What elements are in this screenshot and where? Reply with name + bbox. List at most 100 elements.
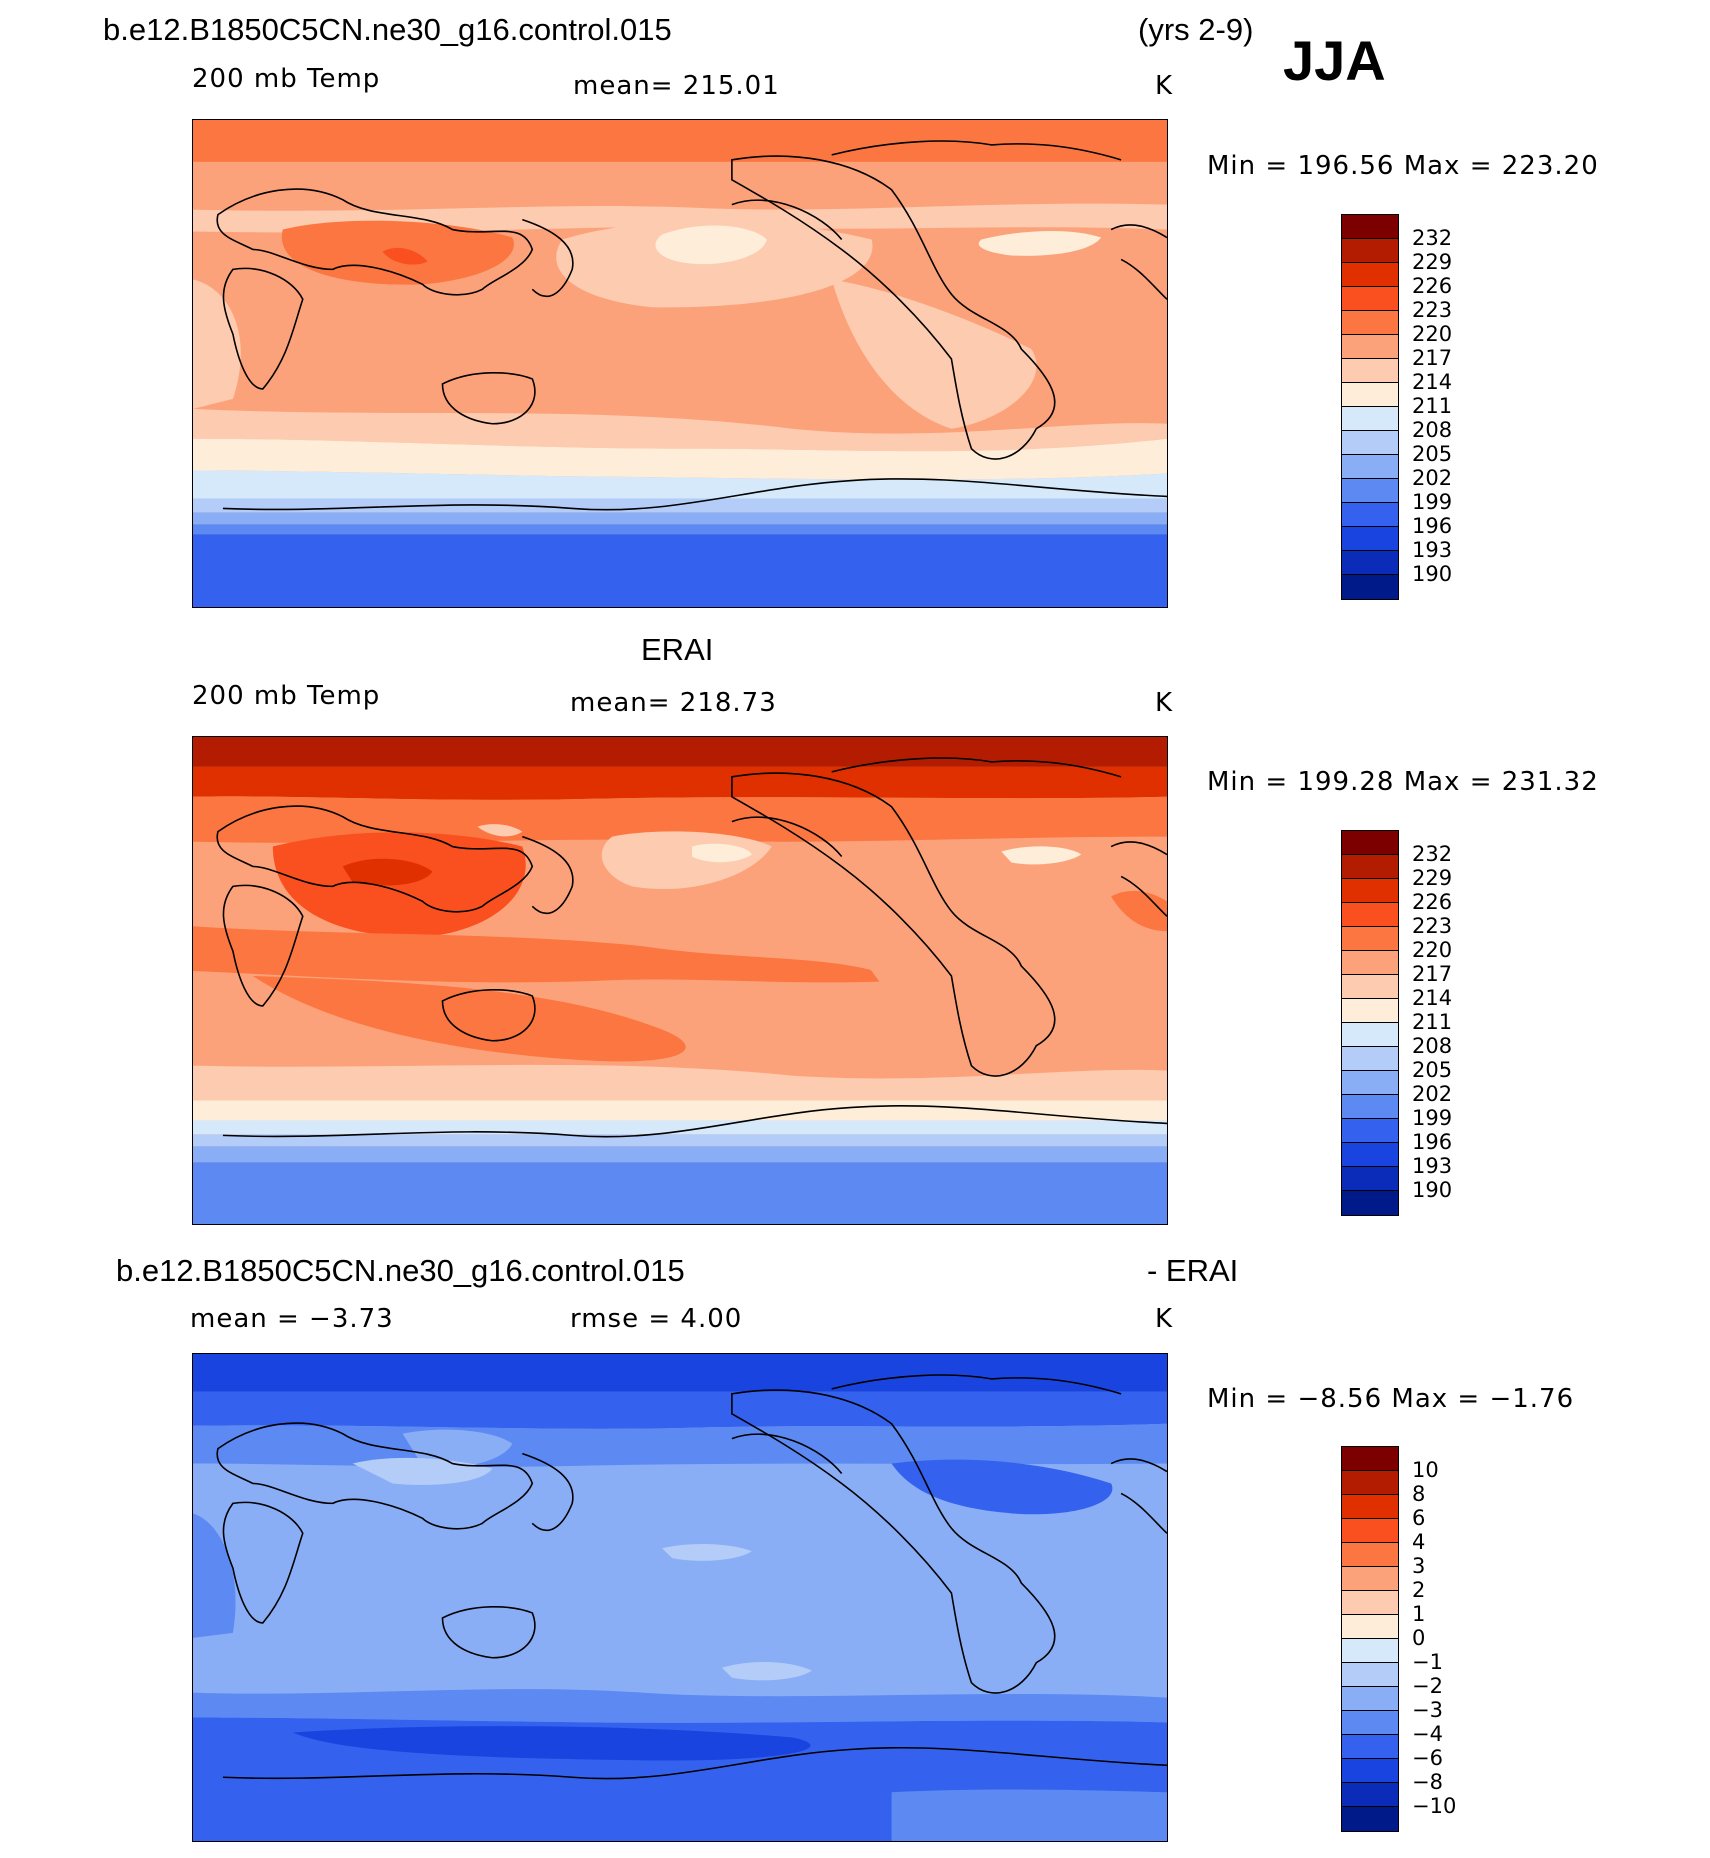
case-title: b.e12.B1850C5CN.ne30_g16.control.015: [103, 12, 672, 47]
colorbar-tick: 8: [1412, 1482, 1426, 1506]
panel2-colorbar-swatch: [1342, 1167, 1398, 1191]
panel3-colorbar-swatch: [1342, 1807, 1398, 1831]
panel1-units-label: K: [1155, 71, 1174, 101]
panel2-title: ERAI: [641, 632, 714, 667]
panel3-colorbar-swatch: [1342, 1759, 1398, 1783]
colorbar-tick: 199: [1412, 490, 1453, 514]
panel2-colorbar-swatch: [1342, 951, 1398, 975]
panel1-colorbar: [1341, 214, 1399, 600]
panel1-map: [192, 119, 1168, 608]
colorbar-tick: −1: [1412, 1650, 1443, 1674]
colorbar-tick: 208: [1412, 418, 1453, 442]
colorbar-tick: 226: [1412, 890, 1453, 914]
colorbar-tick: 214: [1412, 370, 1453, 394]
panel2-colorbar-swatch: [1342, 831, 1398, 855]
panel3-colorbar-swatch: [1342, 1783, 1398, 1807]
panel2-colorbar-swatch: [1342, 879, 1398, 903]
colorbar-tick: 217: [1412, 962, 1453, 986]
panel2-colorbar: [1341, 830, 1399, 1216]
panel3-colorbar-swatch: [1342, 1711, 1398, 1735]
panel3-colorbar-swatch: [1342, 1687, 1398, 1711]
panel2-minmax-label: Min = 199.28 Max = 231.32: [1207, 767, 1599, 797]
panel1-minmax-label: Min = 196.56 Max = 223.20: [1207, 151, 1599, 181]
colorbar-tick: 205: [1412, 1058, 1453, 1082]
colorbar-tick: 232: [1412, 226, 1453, 250]
colorbar-tick: 3: [1412, 1554, 1426, 1578]
panel1-colorbar-swatch: [1342, 551, 1398, 575]
colorbar-tick: −10: [1412, 1794, 1457, 1818]
panel3-colorbar: [1341, 1446, 1399, 1832]
colorbar-tick: 232: [1412, 842, 1453, 866]
panel2-variable-label: 200 mb Temp: [192, 681, 381, 711]
panel2-map: [192, 736, 1168, 1225]
panel2-colorbar-swatch: [1342, 975, 1398, 999]
colorbar-tick: 193: [1412, 1154, 1453, 1178]
panel3-colorbar-swatch: [1342, 1543, 1398, 1567]
colorbar-tick: 2: [1412, 1578, 1426, 1602]
panel3-colorbar-swatch: [1342, 1615, 1398, 1639]
panel2-colorbar-swatch: [1342, 1023, 1398, 1047]
colorbar-tick: 211: [1412, 1010, 1453, 1034]
panel1-mean-label: mean= 215.01: [573, 71, 780, 101]
colorbar-tick: −4: [1412, 1722, 1443, 1746]
season-label: JJA: [1283, 29, 1386, 92]
colorbar-tick: 0: [1412, 1626, 1426, 1650]
colorbar-tick: 229: [1412, 866, 1453, 890]
panel3-colorbar-ticks: 10 8 6 4 3 2 1 0 −1 −2 −3 −4 −6 −8 −10: [1412, 1458, 1456, 1818]
colorbar-tick: 196: [1412, 514, 1453, 538]
colorbar-tick: 193: [1412, 538, 1453, 562]
panel1-variable-label: 200 mb Temp: [192, 64, 381, 94]
colorbar-tick: 205: [1412, 442, 1453, 466]
colorbar-tick: 190: [1412, 1178, 1453, 1202]
years-label: (yrs 2-9): [1138, 12, 1254, 47]
panel2-colorbar-swatch: [1342, 1071, 1398, 1095]
panel3-rmse-label: rmse = 4.00: [570, 1304, 743, 1334]
panel2-colorbar-swatch: [1342, 855, 1398, 879]
panel1-colorbar-swatch: [1342, 527, 1398, 551]
panel1-colorbar-swatch: [1342, 455, 1398, 479]
panel2-colorbar-swatch: [1342, 1191, 1398, 1215]
panel2-units-label: K: [1155, 688, 1174, 718]
panel1-colorbar-swatch: [1342, 263, 1398, 287]
panel3-map: [192, 1353, 1168, 1842]
panel1-colorbar-swatch: [1342, 239, 1398, 263]
panel2-colorbar-swatch: [1342, 903, 1398, 927]
panel1-colorbar-ticks: 232 229 226 223 220 217 214 211 208 205 …: [1412, 226, 1452, 586]
panel2-colorbar-swatch: [1342, 999, 1398, 1023]
panel2-colorbar-ticks: 232 229 226 223 220 217 214 211 208 205 …: [1412, 842, 1452, 1202]
colorbar-tick: 223: [1412, 298, 1453, 322]
colorbar-tick: −2: [1412, 1674, 1443, 1698]
colorbar-tick: 226: [1412, 274, 1453, 298]
colorbar-tick: 208: [1412, 1034, 1453, 1058]
colorbar-tick: 202: [1412, 1082, 1453, 1106]
colorbar-tick: 196: [1412, 1130, 1453, 1154]
panel3-colorbar-swatch: [1342, 1495, 1398, 1519]
colorbar-tick: 223: [1412, 914, 1453, 938]
panel1-colorbar-swatch: [1342, 335, 1398, 359]
panel3-colorbar-swatch: [1342, 1663, 1398, 1687]
panel2-mean-label: mean= 218.73: [570, 688, 777, 718]
panel3-colorbar-swatch: [1342, 1735, 1398, 1759]
colorbar-tick: −3: [1412, 1698, 1443, 1722]
panel1-colorbar-swatch: [1342, 431, 1398, 455]
panel3-mean-label: mean = −3.73: [190, 1304, 394, 1334]
colorbar-tick: 220: [1412, 938, 1453, 962]
panel1-colorbar-swatch: [1342, 407, 1398, 431]
panel3-minmax-label: Min = −8.56 Max = −1.76: [1207, 1384, 1575, 1414]
panel1-colorbar-swatch: [1342, 287, 1398, 311]
colorbar-tick: 229: [1412, 250, 1453, 274]
panel1-colorbar-swatch: [1342, 311, 1398, 335]
panel3-colorbar-swatch: [1342, 1639, 1398, 1663]
colorbar-tick: 220: [1412, 322, 1453, 346]
colorbar-tick: 10: [1412, 1458, 1439, 1482]
colorbar-tick: 190: [1412, 562, 1453, 586]
panel1-colorbar-swatch: [1342, 359, 1398, 383]
panel3-colorbar-swatch: [1342, 1567, 1398, 1591]
panel1-colorbar-swatch: [1342, 479, 1398, 503]
colorbar-tick: 214: [1412, 986, 1453, 1010]
panel3-units-label: K: [1155, 1304, 1174, 1334]
panel2-colorbar-swatch: [1342, 1047, 1398, 1071]
panel1-colorbar-swatch: [1342, 503, 1398, 527]
colorbar-tick: 211: [1412, 394, 1453, 418]
panel3-title-case: b.e12.B1850C5CN.ne30_g16.control.015: [116, 1253, 685, 1288]
